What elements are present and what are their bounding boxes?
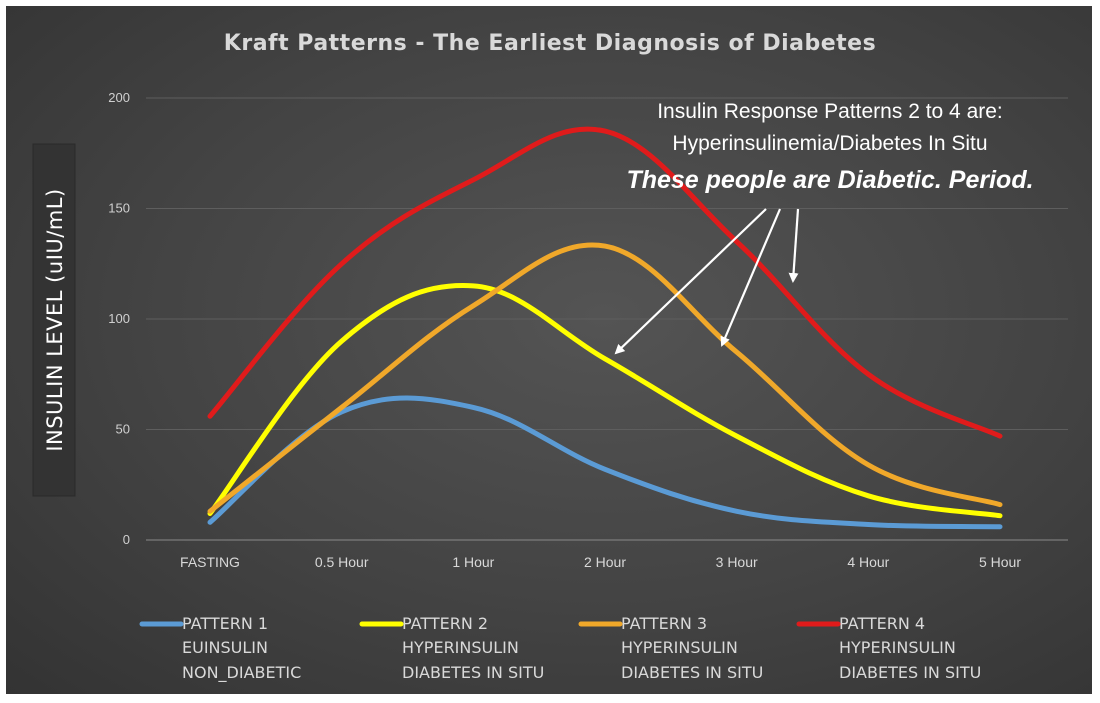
x-tick-label: 2 Hour	[584, 554, 626, 570]
y-tick-label: 0	[123, 532, 130, 547]
annotation-arrow-pattern-4	[788, 208, 800, 283]
annotation-arrow-pattern-2	[614, 208, 767, 355]
y-tick-label: 200	[108, 90, 130, 105]
legend-label-pattern-4-name: PATTERN 4	[839, 614, 925, 633]
annotation-arrow-pattern-3	[720, 208, 782, 347]
legend-label-pattern-1-name: PATTERN 1	[182, 614, 268, 633]
y-tick-label: 50	[116, 422, 130, 437]
x-tick-label: 4 Hour	[847, 554, 889, 570]
chart-frame: Kraft Patterns - The Earliest Diagnosis …	[6, 6, 1092, 694]
y-axis-label: INSULIN LEVEL (uIU/mL)	[43, 188, 67, 451]
x-tick-labels: FASTING 0.5 Hour 1 Hour 2 Hour 3 Hour 4 Hour 5…	[180, 554, 1021, 570]
y-tick-label: 150	[108, 201, 130, 216]
legend-label-pattern-2-name: PATTERN 2	[402, 614, 488, 633]
legend-label-pattern-1-line3: NON_DIABETIC	[182, 663, 301, 683]
x-tick-label: 5 Hour	[979, 554, 1021, 570]
legend-label-pattern-3-line2: HYPERINSULIN	[621, 638, 738, 657]
legend-label-pattern-2-line2: HYPERINSULIN	[402, 638, 519, 657]
legend-label-pattern-1-line2: EUINSULIN	[182, 638, 268, 657]
y-axis-label-panel: INSULIN LEVEL (uIU/mL)	[32, 143, 76, 497]
series-line-pattern-4	[207, 126, 1003, 439]
grid-lines	[146, 97, 1068, 541]
chart-svg: Kraft Patterns - The Earliest Diagnosis …	[32, 31, 1068, 683]
y-tick-labels: 0 50 100 150 200	[108, 90, 130, 547]
legend-label-pattern-4-line2: HYPERINSULIN	[839, 638, 956, 657]
legend-label-pattern-2-line3: DIABETES IN SITU	[402, 663, 544, 682]
legend: PATTERN 1 EUINSULIN NON_DIABETIC PATTERN 2 H…	[139, 614, 981, 683]
annotation-line-1: Insulin Response Patterns 2 to 4 are:	[657, 100, 1003, 123]
x-tick-label: 0.5 Hour	[315, 554, 369, 570]
series-line-pattern-3	[207, 242, 1003, 514]
x-tick-label: 3 Hour	[716, 554, 758, 570]
x-tick-label: FASTING	[180, 554, 240, 570]
series-lines	[207, 126, 1003, 530]
annotation-line-2: Hyperinsulinemia/Diabetes In Situ	[672, 132, 987, 155]
legend-label-pattern-3-line3: DIABETES IN SITU	[621, 663, 763, 682]
series-line-pattern-2	[207, 283, 1003, 519]
chart-title: Kraft Patterns - The Earliest Diagnosis …	[224, 31, 876, 56]
annotation: Insulin Response Patterns 2 to 4 are: Hy…	[614, 100, 1034, 355]
legend-label-pattern-4-line3: DIABETES IN SITU	[839, 663, 981, 682]
annotation-line-3: These people are Diabetic. Period.	[626, 166, 1033, 194]
x-tick-label: 1 Hour	[452, 554, 494, 570]
legend-label-pattern-3-name: PATTERN 3	[621, 614, 707, 633]
y-tick-label: 100	[108, 311, 130, 326]
